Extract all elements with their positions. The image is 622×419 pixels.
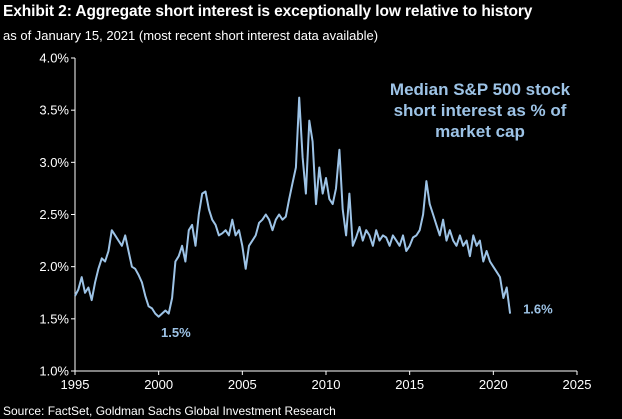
x-tick-label: 2015 <box>395 377 424 392</box>
y-tick-label: 2.0% <box>39 259 69 274</box>
min-value-annotation: 1.5% <box>161 325 191 340</box>
chart-title: Exhibit 2: Aggregate short interest is e… <box>3 3 533 20</box>
annotations: Median S&P 500 stock short interest as % … <box>161 80 571 340</box>
series-label-line: Median S&P 500 stock <box>390 80 571 99</box>
y-tick-label: 3.0% <box>39 155 69 170</box>
x-tick-label: 2025 <box>563 377 592 392</box>
x-tick-label: 2005 <box>228 377 257 392</box>
series-label-annotation: Median S&P 500 stock short interest as % … <box>390 80 571 141</box>
x-tick-label: 1995 <box>61 377 90 392</box>
series-label-line: market cap <box>435 122 525 141</box>
source-note: Source: FactSet, Goldman Sachs Global In… <box>3 404 336 418</box>
series-label-line: short interest as % of <box>394 101 567 120</box>
x-tick-label: 2020 <box>479 377 508 392</box>
x-tick-label: 2000 <box>144 377 173 392</box>
y-tick-label: 1.5% <box>39 311 69 326</box>
x-axis-ticks: 1995 2000 2005 2010 2015 2020 2025 <box>61 371 592 392</box>
series-group <box>74 96 512 318</box>
chart-subtitle: as of January 15, 2021 (most recent shor… <box>3 28 379 43</box>
latest-value-annotation: 1.6% <box>523 301 553 316</box>
y-tick-label: 3.5% <box>39 103 69 118</box>
series-line <box>74 96 512 318</box>
y-axis-ticks: 1.0% 1.5% 2.0% 2.5% 3.0% 3.5% 4.0% <box>39 51 75 379</box>
y-tick-label: 4.0% <box>39 51 69 66</box>
y-tick-label: 2.5% <box>39 207 69 222</box>
x-tick-label: 2010 <box>312 377 341 392</box>
y-tick-label: 1.0% <box>39 364 69 379</box>
